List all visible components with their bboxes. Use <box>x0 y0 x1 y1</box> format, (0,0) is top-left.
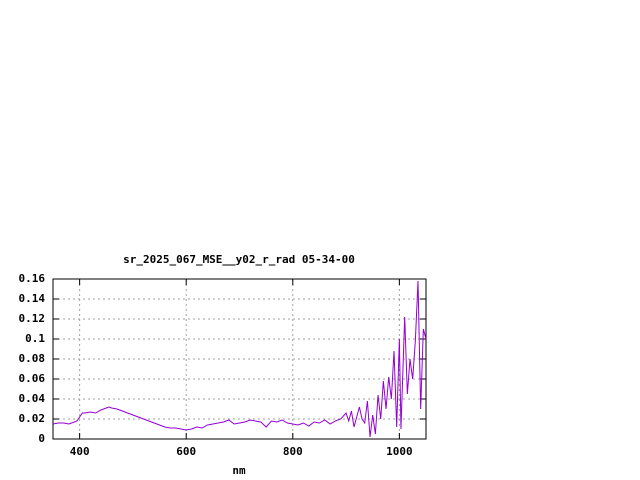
y-tick-label: 0.16 <box>19 272 46 285</box>
x-tick-label: 1000 <box>386 445 413 458</box>
y-tick-label: 0.08 <box>19 352 46 365</box>
plot-frame <box>52 278 427 440</box>
x-tick-label: 800 <box>283 445 303 458</box>
chart-title: sr_2025_067_MSE__y02_r_rad 05-34-00 <box>123 253 355 266</box>
y-tick-label: 0.02 <box>19 412 46 425</box>
x-tick-label: 600 <box>176 445 196 458</box>
y-tick-label: 0 <box>38 432 45 445</box>
y-tick-label: 0.14 <box>19 292 46 305</box>
data-line <box>52 280 427 438</box>
x-tick-label: 400 <box>70 445 90 458</box>
y-tick-label: 0.06 <box>19 372 46 385</box>
y-tick-label: 0.1 <box>25 332 45 345</box>
y-tick-label: 0.04 <box>19 392 46 405</box>
y-tick-label: 0.12 <box>19 312 46 325</box>
x-axis-label: nm <box>232 464 246 477</box>
